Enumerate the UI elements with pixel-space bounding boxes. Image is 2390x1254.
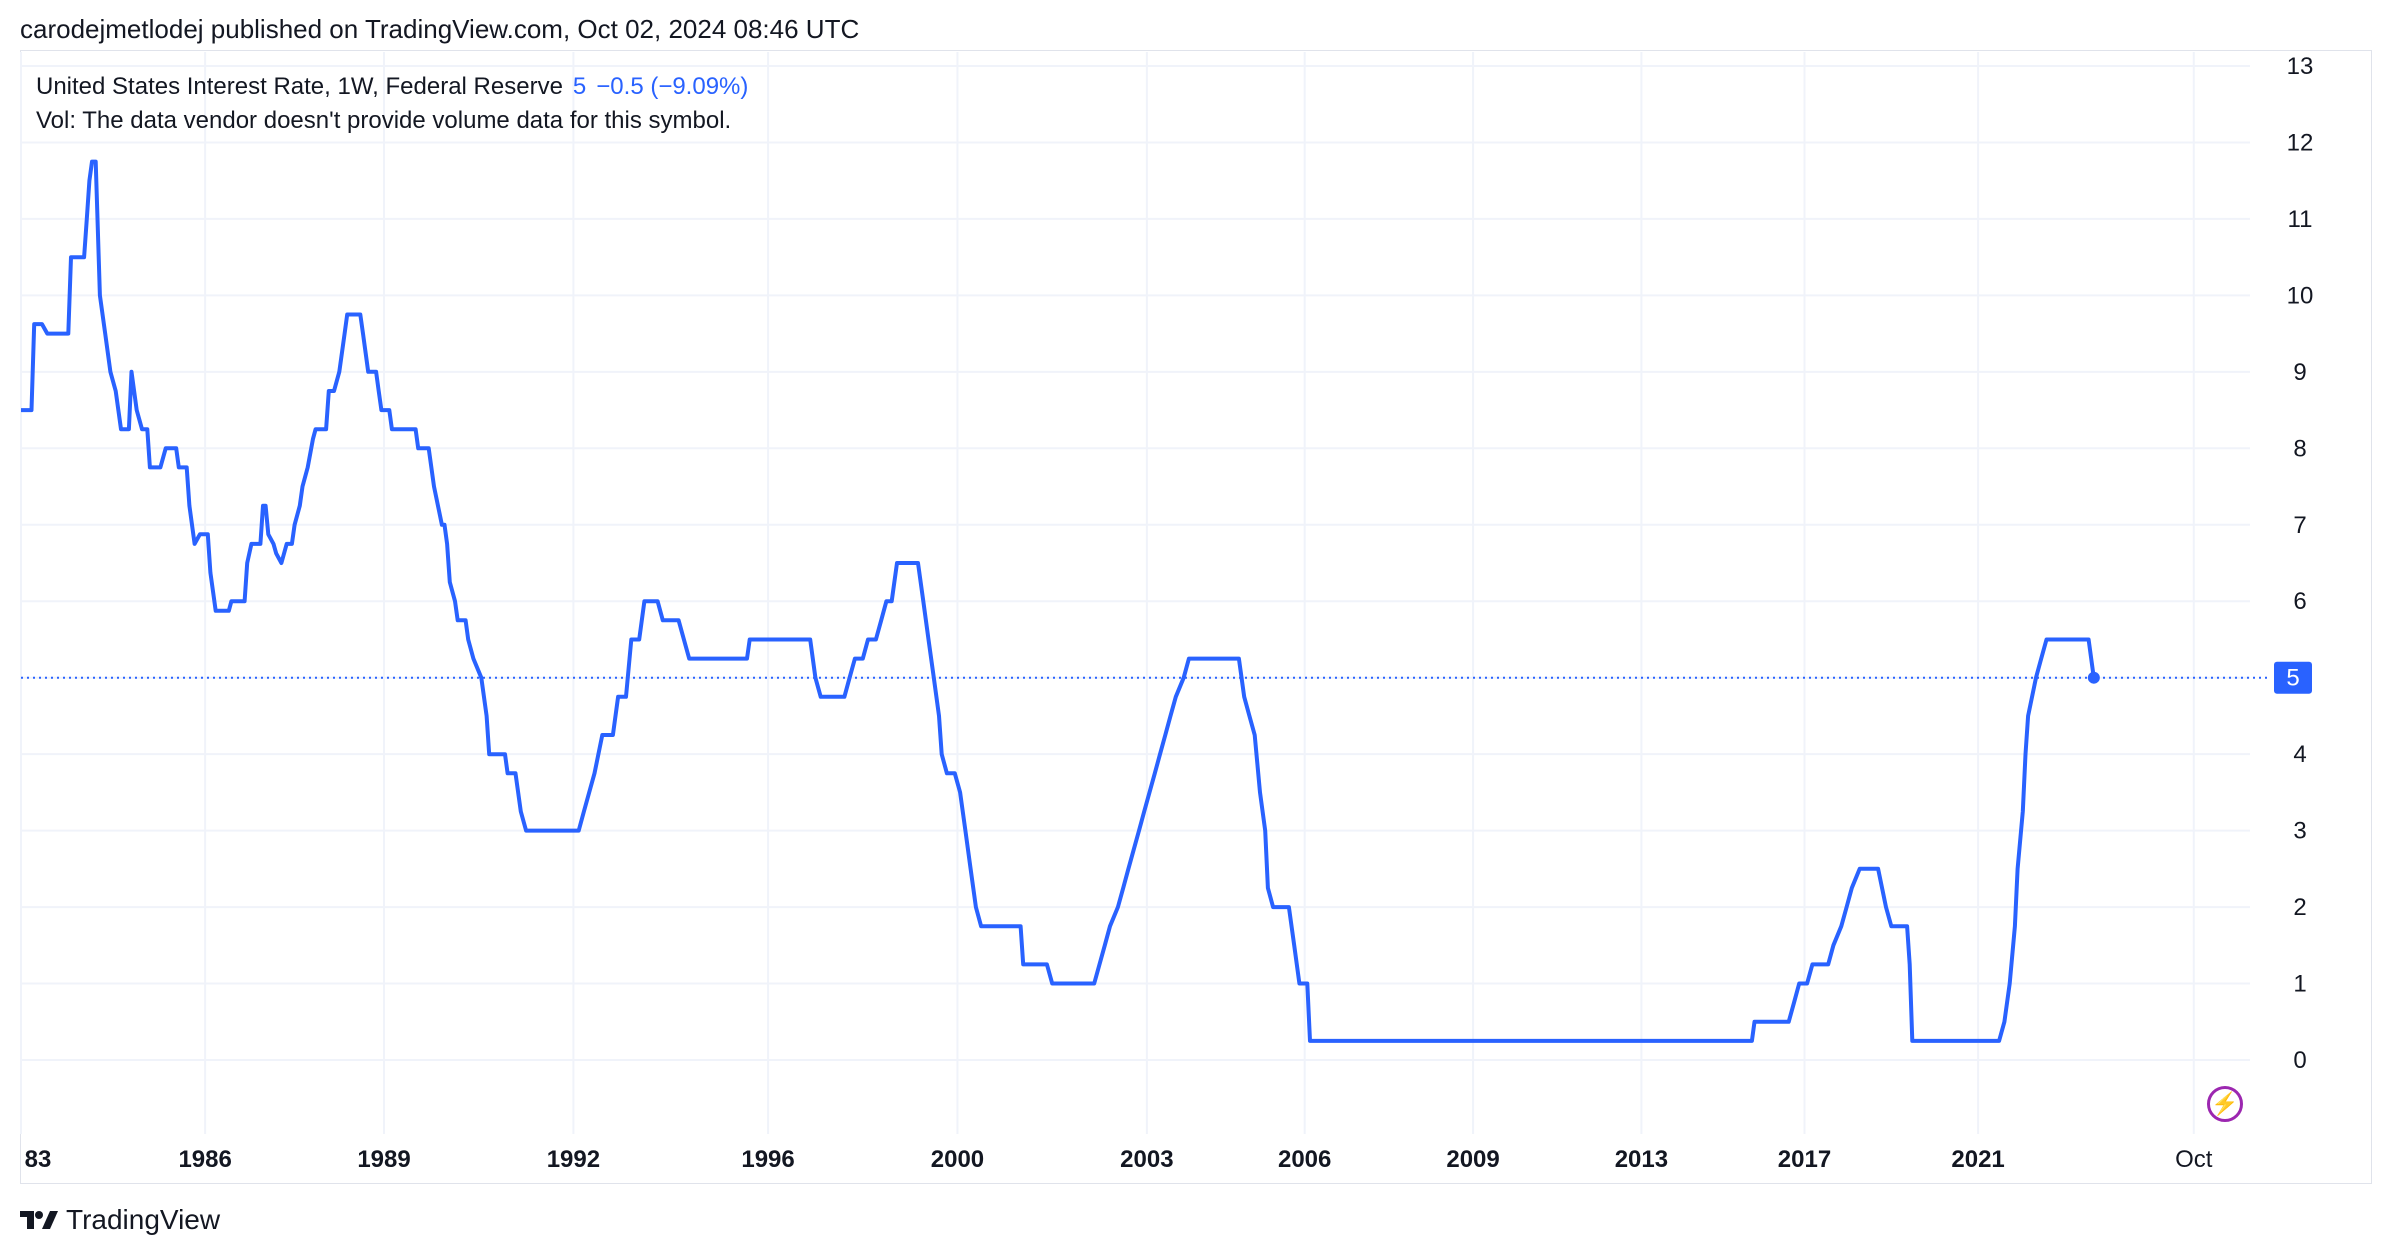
y-tick-label: 12 xyxy=(2287,129,2314,156)
last-value-label: 5 xyxy=(2286,665,2299,692)
y-tick-label: 13 xyxy=(2287,53,2314,80)
x-tick-label: 2009 xyxy=(1446,1146,1499,1173)
x-tick-label: 2013 xyxy=(1615,1146,1668,1173)
x-axis: 83 1986 1989 1992 1996 2000 2003 2006 2009 2013 20… xyxy=(25,1146,2213,1173)
last-value-dot xyxy=(2087,671,2100,684)
x-tick-label: 2003 xyxy=(1120,1146,1173,1173)
legend-vol: Vol: The data vendor doesn't provide vol… xyxy=(36,107,732,134)
publish-header: carodejmetlodej published on TradingView… xyxy=(20,14,860,44)
last-value-badge: 5 xyxy=(2274,661,2312,694)
y-tick-label: 9 xyxy=(2293,359,2306,386)
x-tick-label: 1986 xyxy=(178,1146,231,1173)
y-tick-label: 8 xyxy=(2293,435,2306,462)
legend-change: −0.5 (−9.09%) xyxy=(596,73,749,100)
x-tick-label: Oct xyxy=(2175,1146,2213,1173)
footer-brand: TradingView xyxy=(66,1204,221,1235)
tradingview-logo-icon xyxy=(20,1211,58,1229)
y-tick-label: 10 xyxy=(2287,282,2314,309)
y-tick-label: 11 xyxy=(2288,206,2313,233)
grid xyxy=(20,52,2250,1134)
y-tick-label: 3 xyxy=(2293,818,2306,845)
x-tick-label: 1989 xyxy=(357,1146,410,1173)
y-tick-label: 0 xyxy=(2293,1047,2306,1074)
x-tick-label: 2017 xyxy=(1778,1146,1831,1173)
legend-value: 5 xyxy=(572,73,587,100)
x-tick-label: 83 xyxy=(25,1146,52,1173)
y-tick-label: 7 xyxy=(2293,512,2306,539)
y-tick-label: 1 xyxy=(2293,971,2306,998)
x-tick-label: 2000 xyxy=(931,1146,984,1173)
footer[interactable]: TradingView xyxy=(20,1204,220,1236)
x-tick-label: 2021 xyxy=(1951,1146,2004,1173)
y-tick-label: 4 xyxy=(2293,741,2306,768)
y-tick-label: 6 xyxy=(2293,588,2306,615)
legend: United States Interest Rate, 1W, Federal… xyxy=(36,70,748,138)
series-line xyxy=(21,159,2096,1043)
x-tick-label: 1992 xyxy=(547,1146,600,1173)
y-axis: 012345678910111213 xyxy=(2287,53,2314,1074)
lightning-icon[interactable]: ⚡ xyxy=(2207,1086,2243,1122)
x-tick-label: 2006 xyxy=(1278,1146,1331,1173)
x-tick-label: 1996 xyxy=(741,1146,794,1173)
legend-symbol: United States Interest Rate, 1W, Federal… xyxy=(36,73,563,100)
y-tick-label: 2 xyxy=(2293,894,2306,921)
